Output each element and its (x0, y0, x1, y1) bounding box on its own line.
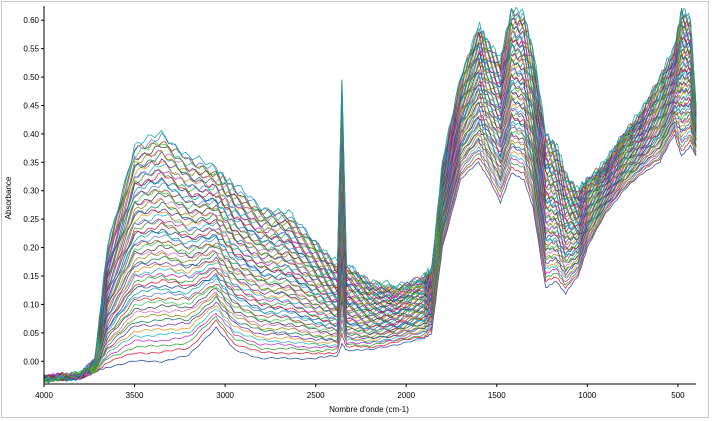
y-tick-label: 0.50 (23, 73, 39, 82)
spectrum-line (43, 97, 697, 382)
y-tick-label: 0.15 (23, 272, 39, 281)
spectrum-line (43, 124, 697, 380)
y-tick-label: 0.60 (23, 16, 39, 25)
y-tick-label: 0.55 (23, 45, 39, 54)
spectrum-line (44, 95, 697, 380)
spectrum-line (43, 121, 697, 380)
spectrum-line (43, 113, 697, 379)
spectrum-line (43, 81, 697, 380)
spectrum-line (43, 79, 697, 381)
x-tick-label: 3500 (126, 391, 144, 400)
spectrum-line (43, 83, 697, 382)
spectrum-line (43, 110, 697, 380)
x-tick-label: 1500 (488, 391, 506, 400)
spectrum-line (43, 6, 697, 384)
spectrum-line (43, 76, 697, 382)
y-tick-label: 0.00 (23, 357, 39, 366)
spectrum-line (43, 110, 697, 381)
x-tick-label: 1000 (578, 391, 596, 400)
y-tick-label: 0.35 (23, 158, 39, 167)
x-tick-label: 3000 (216, 391, 234, 400)
spectrum-line (43, 133, 697, 380)
y-tick-label: 0.25 (23, 215, 39, 224)
y-tick-label: 0.40 (23, 130, 39, 139)
spectrum-line (43, 53, 697, 382)
x-tick-label: 2000 (397, 391, 415, 400)
y-tick-label: 0.30 (23, 187, 39, 196)
spectrum-line (43, 15, 697, 381)
spectrum-line (43, 7, 697, 379)
y-tick-label: 0.45 (23, 101, 39, 110)
spectrum-line (43, 35, 697, 380)
spectrum-line (43, 61, 697, 381)
y-tick-label: 0.10 (23, 300, 39, 309)
x-tick-label: 4000 (35, 391, 53, 400)
spectrum-line (43, 129, 697, 381)
y-tick-label: 0.05 (23, 329, 39, 338)
x-axis-title: Nombre d'onde (cm-1) (329, 405, 409, 414)
y-axis-title: Absorbance (4, 176, 13, 219)
spectrum-line (43, 47, 697, 380)
spectrum-line (43, 104, 697, 381)
y-tick-label: 0.20 (23, 244, 39, 253)
series-layer (43, 6, 697, 384)
spectrum-line (43, 20, 697, 380)
x-tick-label: 500 (671, 391, 685, 400)
spectrum-line (43, 66, 697, 380)
spectrum-line (43, 103, 697, 379)
x-tick-label: 2500 (307, 391, 325, 400)
spectrum-line (43, 73, 697, 380)
spectrum-line (43, 122, 697, 380)
axis-layer: 0.00 0.05 0.10 0.15 0.20 0.25 0.30 0.35 0.40 0.45… (23, 6, 696, 400)
